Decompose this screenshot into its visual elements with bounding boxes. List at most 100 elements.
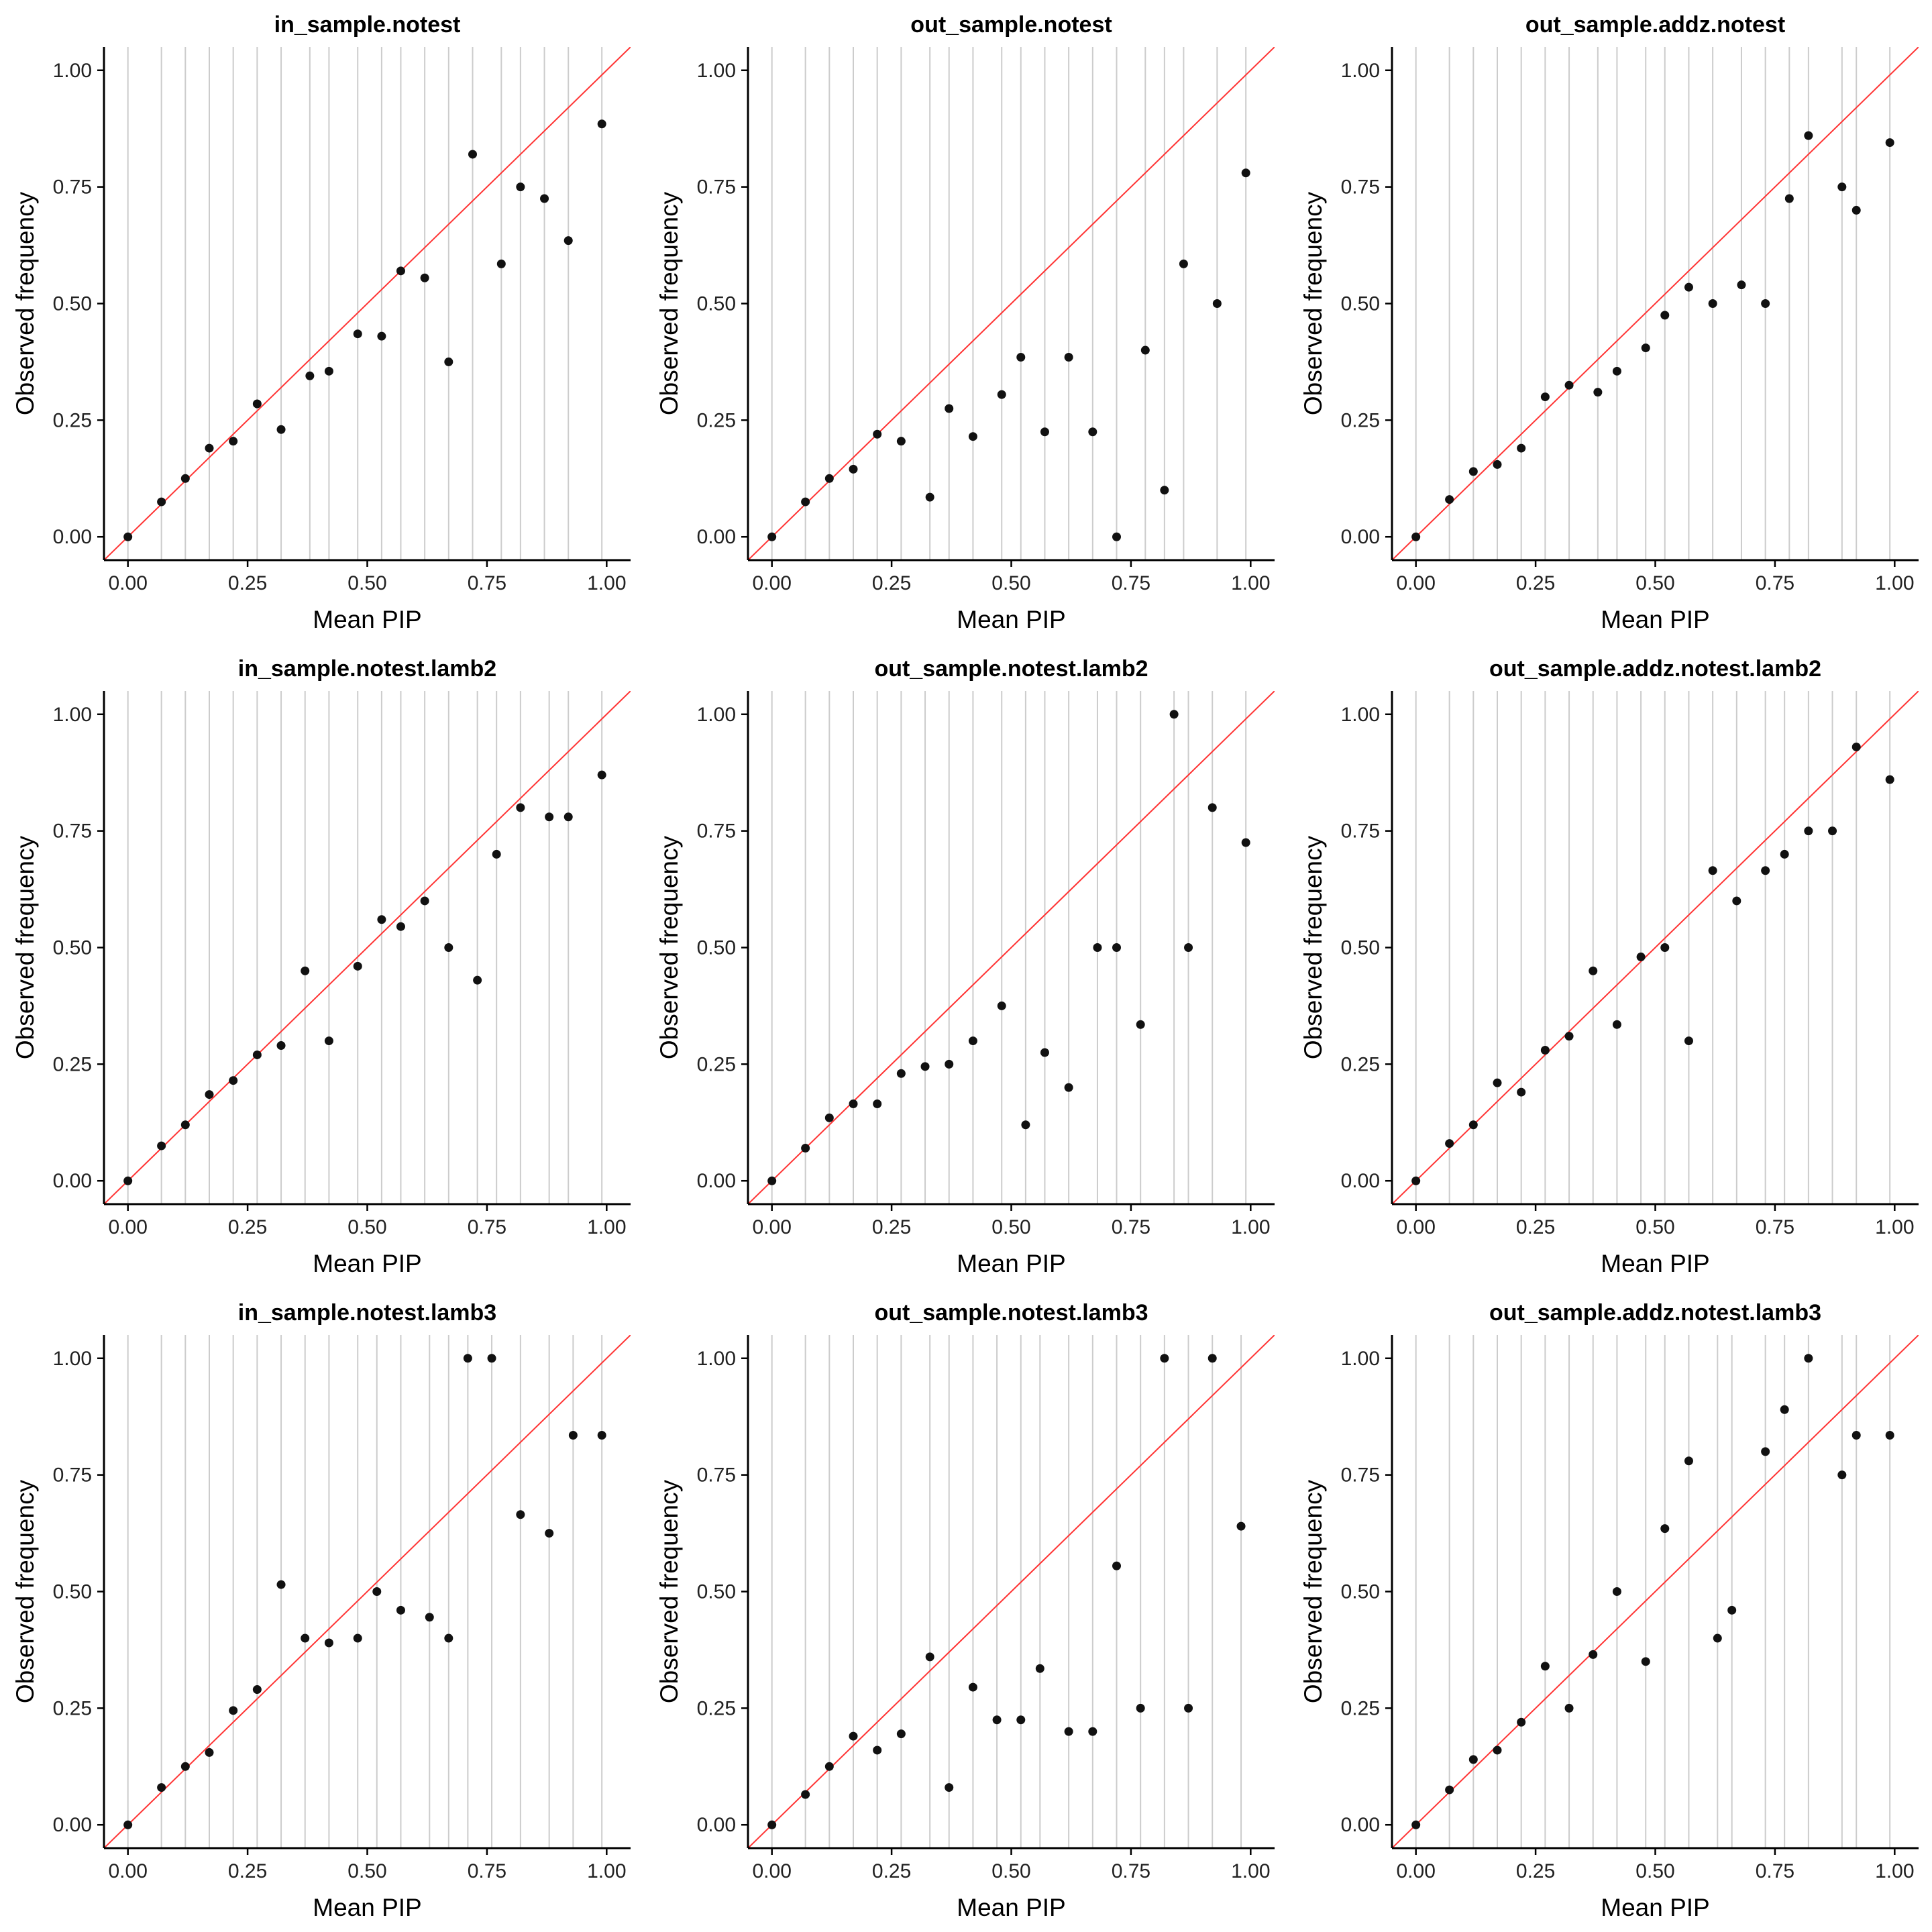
data-point-18 [1837, 182, 1847, 192]
data-point-7 [1564, 1703, 1574, 1713]
data-point-1 [1411, 1176, 1421, 1185]
chart-panel-9: 0.00 0.25 0.50 0.75 1.00 0.00 0.25 0.50 0.75 1.00… [1299, 1300, 1919, 1921]
data-point-20 [597, 770, 606, 780]
data-point-20 [1241, 168, 1250, 178]
x-tick-label: 0.50 [1635, 1216, 1674, 1238]
data-point-5 [229, 1706, 238, 1715]
data-point-11 [1016, 1715, 1026, 1725]
data-point-12 [1684, 282, 1693, 292]
data-point-10 [353, 1633, 362, 1643]
data-point-17 [1804, 826, 1813, 836]
data-point-18 [1179, 259, 1188, 268]
data-point-9 [1612, 1587, 1621, 1596]
data-point-19 [1208, 803, 1217, 812]
y-tick-label: 0.25 [697, 1697, 736, 1719]
data-point-14 [444, 943, 453, 952]
y-tick-label: 0.00 [697, 526, 736, 548]
x-tick-label: 0.50 [1635, 1860, 1674, 1882]
y-tick-label: 1.00 [1341, 1348, 1380, 1370]
data-point-2 [157, 1141, 166, 1150]
y-tick-label: 1.00 [1341, 704, 1380, 726]
data-point-4 [849, 1731, 858, 1741]
data-point-8 [305, 371, 315, 380]
data-point-18 [1184, 1703, 1193, 1713]
x-tick-label: 0.00 [108, 1860, 147, 1882]
data-point-12 [1040, 1048, 1049, 1057]
data-point-14 [1727, 1605, 1737, 1615]
y-tick-label: 1.00 [1341, 60, 1380, 82]
data-points [123, 119, 606, 541]
data-point-8 [1589, 966, 1598, 975]
data-point-13 [1708, 299, 1717, 308]
data-points [767, 1354, 1246, 1829]
vertical-gridlines [771, 1335, 1242, 1848]
data-point-20 [1241, 838, 1250, 847]
data-point-15 [1761, 866, 1770, 875]
data-point-8 [945, 404, 954, 413]
data-point-11 [1660, 943, 1670, 952]
data-point-12 [396, 266, 405, 276]
data-point-10 [992, 1715, 1002, 1725]
data-point-11 [1021, 1120, 1030, 1130]
x-tick-label: 0.75 [1756, 1860, 1794, 1882]
y-tick-label: 1.00 [697, 704, 736, 726]
y-tick-label: 0.25 [53, 1053, 92, 1075]
data-point-9 [1612, 1020, 1621, 1029]
vertical-gridlines [771, 691, 1247, 1204]
data-point-7 [1564, 1032, 1574, 1041]
x-tick-label: 0.50 [347, 1216, 386, 1238]
data-point-11 [1016, 352, 1026, 362]
x-tick-label: 0.25 [1516, 572, 1555, 594]
data-point-16 [1140, 345, 1150, 355]
x-tick-label: 1.00 [1231, 1216, 1270, 1238]
y-axis-title: Observed frequency [1299, 191, 1327, 415]
data-point-17 [1804, 131, 1813, 140]
vertical-gridlines [127, 1335, 603, 1848]
y-axis-title: Observed frequency [11, 835, 39, 1059]
chart-panel-1: 0.00 0.25 0.50 0.75 1.00 0.00 0.25 0.50 0.75 1.00… [11, 12, 631, 633]
data-point-6 [1540, 392, 1550, 402]
panel-title: out_sample.notest.lamb2 [874, 656, 1148, 682]
data-point-11 [372, 1587, 382, 1596]
data-points [1411, 131, 1894, 541]
data-point-13 [1064, 352, 1073, 362]
y-tick-label: 0.25 [53, 1697, 92, 1719]
y-tick-label: 0.00 [1341, 1170, 1380, 1192]
data-point-10 [1641, 1657, 1650, 1666]
y-axis-title: Observed frequency [11, 191, 39, 415]
x-tick-label: 0.50 [991, 572, 1030, 594]
data-point-19 [1851, 1431, 1861, 1440]
data-point-7 [276, 1580, 286, 1589]
data-point-13 [1064, 1727, 1073, 1736]
data-point-7 [920, 1062, 930, 1071]
y-tick-label: 1.00 [697, 1348, 736, 1370]
data-point-17 [1169, 710, 1179, 719]
data-point-9 [324, 366, 333, 376]
identity-line [104, 691, 631, 1204]
x-tick-label: 0.00 [108, 572, 147, 594]
x-tick-label: 1.00 [1231, 572, 1270, 594]
data-point-17 [1160, 1354, 1169, 1363]
data-point-1 [1411, 532, 1421, 541]
data-points [123, 1354, 606, 1829]
vertical-gridlines [1415, 691, 1891, 1204]
identity-line [748, 691, 1275, 1204]
x-axis-title: Mean PIP [957, 606, 1065, 633]
y-tick-label: 0.50 [53, 937, 92, 959]
y-tick-label: 1.00 [53, 60, 92, 82]
x-tick-label: 0.75 [1756, 572, 1794, 594]
x-tick-label: 0.00 [1396, 572, 1435, 594]
identity-line [104, 1335, 631, 1848]
data-point-12 [1684, 1036, 1693, 1046]
data-point-5 [229, 1076, 238, 1085]
data-point-2 [1445, 1139, 1454, 1148]
y-tick-label: 0.50 [1341, 1581, 1380, 1603]
x-tick-label: 0.75 [1112, 1860, 1150, 1882]
data-point-6 [1540, 1046, 1550, 1055]
chart-panel-7: 0.00 0.25 0.50 0.75 1.00 0.00 0.25 0.50 0.75 1.00… [11, 1300, 631, 1921]
data-point-20 [1885, 775, 1894, 784]
data-point-6 [896, 1729, 906, 1739]
data-point-3 [824, 1113, 834, 1122]
data-point-13 [1064, 1083, 1073, 1092]
